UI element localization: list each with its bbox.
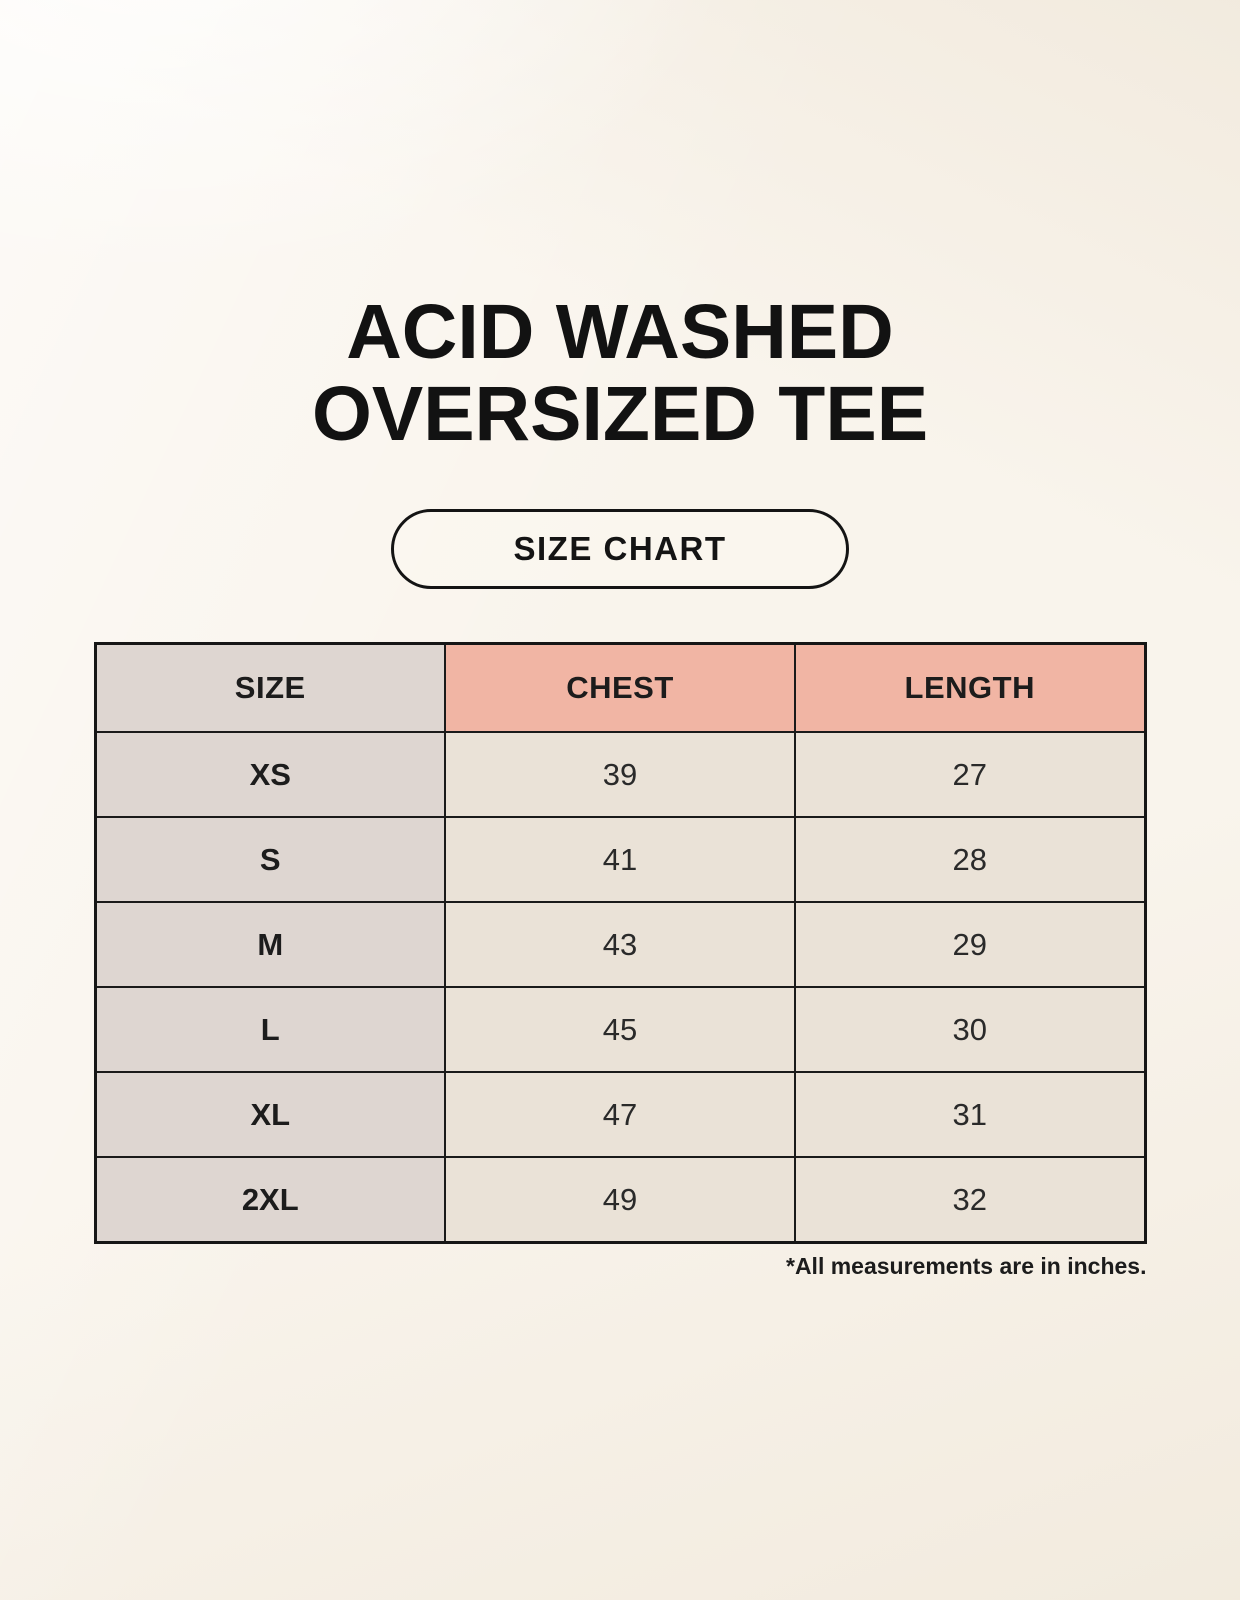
size-cell: S [94,816,446,904]
measurements-footnote: *All measurements are in inches. [786,1253,1147,1280]
table-row: M 43 29 [94,901,1146,989]
size-cell: XL [94,1071,446,1159]
length-cell: 29 [794,901,1146,989]
size-cell: XS [94,731,446,819]
length-cell: 31 [794,1071,1146,1159]
length-cell: 28 [794,816,1146,904]
chest-cell: 43 [444,901,796,989]
product-title-line-2: OVERSIZED TEE [311,370,929,457]
chest-cell: 49 [444,1156,796,1244]
chest-cell: 41 [444,816,796,904]
product-title: ACID WASHED OVERSIZED TEE [0,0,1240,455]
size-chart-page: ACID WASHED OVERSIZED TEE SIZE CHART SIZ… [0,0,1240,1280]
col-header-length: LENGTH [794,642,1146,734]
size-cell: L [94,986,446,1074]
length-cell: 32 [794,1156,1146,1244]
table-row: XL 47 31 [94,1071,1146,1159]
table-row: 2XL 49 32 [94,1156,1146,1244]
col-header-size: SIZE [94,642,446,734]
table-row: L 45 30 [94,986,1146,1074]
size-cell: 2XL [94,1156,446,1244]
table-row: S 41 28 [94,816,1146,904]
size-chart-button-row: SIZE CHART [0,509,1240,590]
size-cell: M [94,901,446,989]
table-row: XS 39 27 [94,731,1146,819]
table-header-row: SIZE CHEST LENGTH [94,642,1146,734]
chest-cell: 45 [444,986,796,1074]
product-title-line-1: ACID WASHED [346,289,894,375]
col-header-chest: CHEST [444,642,796,734]
size-chart-table: SIZE CHEST LENGTH XS 39 27 S 41 28 M 43 … [93,642,1147,1245]
size-chart-button[interactable]: SIZE CHART [391,509,849,590]
chest-cell: 39 [444,731,796,819]
length-cell: 27 [794,731,1146,819]
chest-cell: 47 [444,1071,796,1159]
length-cell: 30 [794,986,1146,1074]
